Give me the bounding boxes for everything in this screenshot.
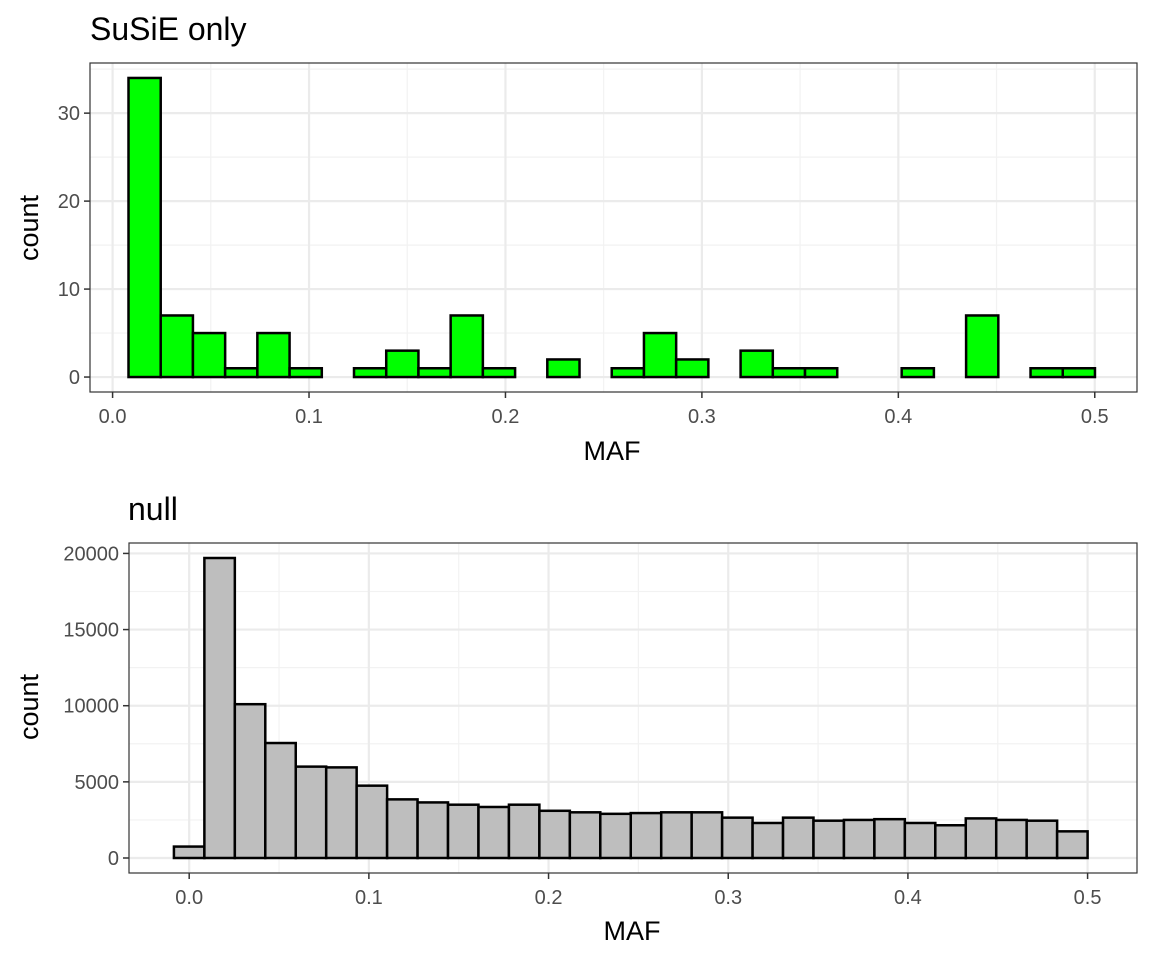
histogram-bar (964, 314, 1000, 379)
histogram-bar (1061, 366, 1097, 379)
histogram-bar (417, 366, 452, 379)
histogram-bar (449, 314, 485, 379)
histogram-bar (159, 314, 195, 379)
histogram-bar (964, 817, 998, 860)
y-axis: 0 5000 10000 15000 20000 (63, 543, 129, 870)
histogram-bar (172, 845, 206, 860)
histogram-bar (324, 766, 358, 860)
x-tick-label: 0.2 (492, 406, 520, 428)
x-axis: 0.0 0.1 0.2 0.3 0.4 0.5 (99, 392, 1109, 428)
y-tick-label: 15000 (63, 620, 119, 642)
histogram-bar (288, 366, 324, 379)
histogram-bar (481, 366, 517, 379)
histogram-bar (803, 366, 839, 379)
x-axis: 0.0 0.1 0.2 0.3 0.4 0.5 (175, 873, 1101, 909)
histogram-bar (384, 349, 420, 379)
y-tick-label: 0 (108, 848, 119, 870)
histogram-bar (546, 358, 581, 379)
chart-susie-only: SuSiE only 0 10 20 30 0.0 0.1 0.2 0.3 0.4 0.5 MA… (14, 11, 1138, 466)
histogram-bar (538, 809, 572, 860)
x-tick-label: 0.3 (688, 406, 716, 428)
x-tick-label: 0.3 (714, 887, 742, 909)
histogram-bar (264, 741, 297, 860)
histogram-bar (994, 818, 1028, 860)
histogram-bar (642, 331, 678, 379)
histogram-bar (739, 349, 775, 379)
x-tick-label: 0.0 (99, 406, 127, 428)
histogram-bar (294, 765, 328, 860)
histogram-bar (629, 811, 663, 860)
x-tick-label: 0.0 (175, 887, 203, 909)
histogram-bar (690, 811, 724, 860)
histogram-bar (751, 821, 785, 860)
histogram-bar (934, 824, 968, 860)
y-axis-title: count (14, 194, 44, 261)
y-tick-label: 10 (58, 279, 80, 301)
histogram-bar (385, 798, 419, 860)
x-tick-label: 0.2 (535, 887, 563, 909)
histogram-bar (233, 702, 267, 860)
x-tick-label: 0.5 (1081, 406, 1109, 428)
histogram-bar (568, 811, 602, 860)
x-tick-label: 0.1 (355, 887, 383, 909)
bars (127, 76, 1097, 379)
histogram-bar (812, 819, 846, 860)
y-tick-label: 0 (69, 367, 80, 389)
histogram-bar (599, 812, 633, 860)
y-axis-title: count (14, 673, 44, 740)
y-tick-label: 30 (58, 103, 80, 125)
histogram-bar (203, 556, 237, 860)
histogram-bar (355, 784, 389, 860)
bars (172, 556, 1089, 860)
histogram-bar (127, 76, 162, 379)
histogram-bar (610, 366, 646, 379)
x-axis-title: MAF (604, 916, 661, 946)
x-tick-label: 0.4 (894, 887, 922, 909)
histogram-bar (659, 811, 693, 860)
chart-title: null (128, 491, 178, 527)
panel-border (89, 62, 1138, 393)
histogram-bar (1055, 830, 1089, 860)
histogram-bar (256, 331, 291, 379)
x-axis-title: MAF (584, 436, 641, 466)
y-tick-label: 5000 (75, 772, 120, 794)
histogram-bar (1029, 366, 1064, 379)
histogram-bar (720, 816, 754, 860)
y-tick-label: 20000 (63, 543, 119, 565)
chart-title: SuSiE only (90, 11, 247, 47)
histogram-bar (903, 821, 937, 860)
x-tick-label: 0.4 (884, 406, 912, 428)
histogram-bar (223, 366, 259, 379)
histogram-bar (416, 801, 450, 860)
histogram-bar (1025, 819, 1059, 860)
y-tick-label: 20 (58, 191, 80, 213)
histogram-bar (352, 366, 388, 379)
histogram-bar (674, 358, 710, 379)
histogram-bar (900, 366, 936, 379)
histogram-bar (771, 366, 807, 379)
histogram-bar (507, 803, 541, 860)
x-tick-label: 0.1 (295, 406, 323, 428)
histogram-bar (191, 331, 227, 379)
y-tick-label: 10000 (63, 696, 119, 718)
histogram-bar (873, 817, 907, 860)
histogram-bar (477, 805, 511, 860)
histogram-bar (781, 816, 815, 860)
x-tick-label: 0.5 (1074, 887, 1102, 909)
panel-border (128, 542, 1138, 874)
y-axis: 0 10 20 30 (58, 103, 90, 389)
histogram-bar (446, 803, 480, 860)
histogram-bar (842, 818, 876, 860)
